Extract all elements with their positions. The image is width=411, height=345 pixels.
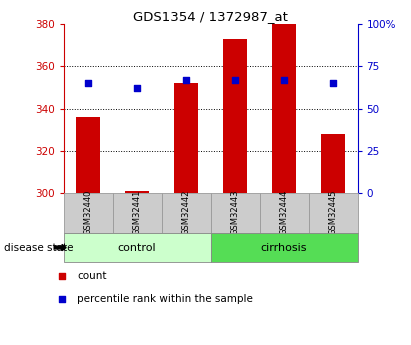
Point	[281, 77, 287, 83]
Bar	[272, 24, 296, 193]
Bar	[309, 193, 358, 233]
Title: GDS1354 / 1372987_at: GDS1354 / 1372987_at	[133, 10, 288, 23]
Bar	[125, 191, 150, 193]
Point	[183, 77, 189, 83]
Bar	[113, 193, 162, 233]
Text: count: count	[77, 271, 106, 281]
Point	[232, 77, 238, 83]
Point	[262, 1, 269, 7]
Point	[262, 208, 269, 214]
Bar	[223, 39, 247, 193]
Text: GSM32440: GSM32440	[84, 189, 93, 235]
Bar	[64, 193, 113, 233]
Text: GSM32443: GSM32443	[231, 189, 240, 235]
Bar	[321, 134, 345, 193]
Text: disease state: disease state	[4, 243, 74, 253]
Text: GSM32441: GSM32441	[133, 189, 142, 235]
Bar	[64, 233, 210, 262]
Bar	[260, 193, 309, 233]
Text: GSM32444: GSM32444	[279, 189, 289, 235]
Point	[330, 80, 336, 86]
Bar	[174, 83, 199, 193]
Text: GSM32442: GSM32442	[182, 189, 191, 235]
Text: GSM32445: GSM32445	[328, 189, 337, 235]
Bar	[211, 193, 260, 233]
Point	[85, 80, 92, 86]
Text: percentile rank within the sample: percentile rank within the sample	[77, 294, 253, 304]
Bar	[162, 193, 211, 233]
Text: cirrhosis: cirrhosis	[261, 243, 307, 253]
Bar	[211, 233, 358, 262]
Bar	[76, 117, 100, 193]
Text: control: control	[118, 243, 157, 253]
Point	[134, 86, 141, 91]
